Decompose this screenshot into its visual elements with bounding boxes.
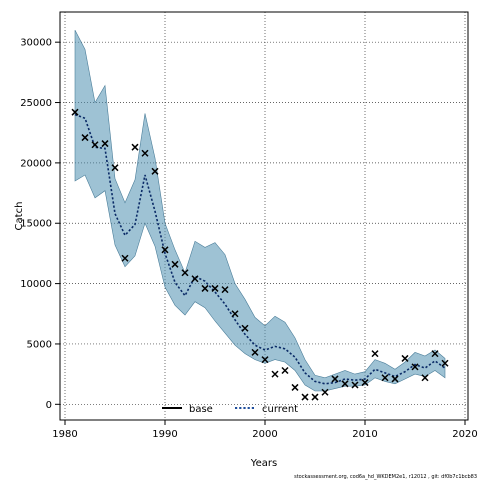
observation-point: [81, 134, 89, 142]
y-tick-label: 20000: [20, 158, 52, 169]
y-tick-label: 10000: [20, 279, 52, 290]
observation-point: [371, 350, 379, 358]
observation-point: [431, 350, 439, 358]
y-tick-label: 15000: [20, 219, 52, 230]
confidence-band: [74, 29, 446, 392]
observation-point: [241, 324, 249, 332]
observation-point: [261, 356, 269, 364]
observation-point: [381, 374, 389, 382]
x-tick-label: 2010: [352, 429, 377, 440]
x-tick-label: 1990: [152, 429, 177, 440]
y-tick-label: 30000: [20, 38, 52, 49]
observation-markers: [71, 108, 449, 401]
observation-point: [321, 388, 329, 396]
legend: base current: [162, 404, 298, 415]
legend-current-label: current: [262, 404, 298, 415]
observation-point: [201, 284, 209, 292]
observation-point: [411, 363, 419, 371]
observation-point: [71, 108, 79, 116]
x-tick-label: 1980: [52, 429, 77, 440]
observation-point: [131, 143, 139, 151]
observation-point: [331, 375, 339, 383]
footer-credit: stockassessment.org, cod6a_hd_WKDEM2e1, …: [294, 474, 477, 480]
observation-point: [301, 393, 309, 401]
x-tick-label: 2000: [252, 429, 277, 440]
observation-point: [391, 375, 399, 383]
current-series-line: [74, 113, 446, 385]
legend-base-label: base: [189, 404, 213, 415]
observation-point: [231, 310, 239, 318]
observation-point: [91, 141, 99, 149]
observation-point: [171, 260, 179, 268]
observation-point: [141, 149, 149, 157]
y-tick-label: 5000: [27, 339, 52, 350]
observation-point: [401, 354, 409, 362]
observation-point: [281, 366, 289, 375]
y-tick-label: 0: [46, 400, 52, 411]
observation-point: [251, 348, 259, 356]
observation-point: [341, 380, 349, 388]
observation-point: [211, 284, 219, 292]
observation-point: [191, 275, 199, 283]
observation-point: [351, 381, 359, 389]
observation-point: [101, 140, 109, 148]
x-axis-title: Years: [250, 458, 277, 469]
gridlines: [60, 12, 468, 420]
observation-point: [151, 167, 159, 175]
observation-point: [311, 393, 319, 401]
y-axis-ticks: 0 5000 10000 15000 20000 25000 30000: [20, 38, 60, 411]
y-axis-title: Catch: [14, 202, 25, 231]
observation-point: [361, 379, 369, 387]
y-tick-label: 25000: [20, 98, 52, 109]
observation-point: [441, 359, 449, 367]
observation-point: [161, 246, 169, 254]
plot-frame: [59, 11, 469, 421]
x-axis-ticks: 1980 1990 2000 2010 2020: [52, 420, 478, 440]
x-tick-label: 2020: [452, 429, 477, 440]
observation-point: [271, 370, 279, 378]
observation-point: [421, 374, 429, 382]
observation-point: [221, 286, 229, 294]
observation-point: [291, 383, 299, 391]
observation-point: [121, 254, 129, 262]
observation-point: [181, 269, 189, 277]
observation-point: [111, 164, 119, 172]
